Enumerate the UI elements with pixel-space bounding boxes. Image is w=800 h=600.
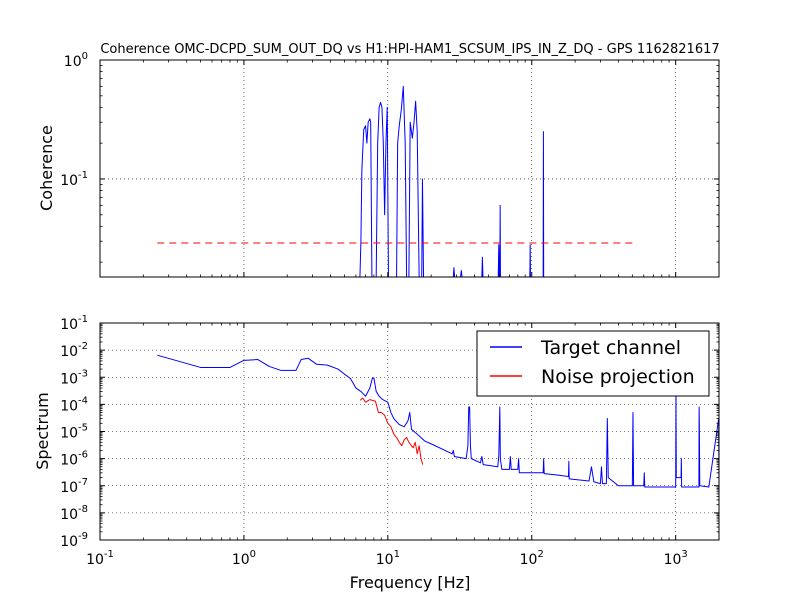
spectrum-y-tick-label: 10-9: [60, 531, 88, 550]
x-tick-label: 101: [376, 549, 400, 568]
spectrum-y-tick-label: 10-4: [60, 395, 88, 414]
spectrum-y-tick-label: 10-8: [60, 504, 88, 523]
spectrum-ticks: 10-1 100 101 102 103 10-1 10-2 10-3 10-4 10-5 10-6…: [60, 314, 719, 568]
coherence-series-group: [157, 85, 634, 277]
legend-label-noise-projection: Noise projection: [541, 366, 695, 388]
legend-label-target-channel: Target channel: [540, 337, 681, 359]
spectrum-y-tick-label: 10-6: [60, 450, 88, 469]
spectrum-series-group: [157, 354, 719, 488]
top-chart-title: Coherence OMC-DCPD_SUM_OUT_DQ vs H1:HPI-…: [100, 42, 719, 57]
spectrum-series-noise-projection-line: [359, 397, 424, 465]
x-axis-label: Frequency [Hz]: [350, 573, 471, 592]
coherence-plot-frame: [99, 59, 720, 278]
coherence-ticks: 100 10-1: [60, 51, 719, 277]
spectrum-y-tick-label: 10-2: [60, 341, 88, 360]
coherence-plot: 100 10-1 Coherence: [37, 51, 720, 278]
coherence-y-axis-label: Coherence: [37, 125, 56, 211]
coherence-y-tick-label: 100: [64, 51, 88, 70]
x-tick-label: 103: [664, 549, 688, 568]
spectrum-plot: 10-1 100 101 102 103 10-1 10-2 10-3 10-4 10-5 10-6…: [33, 314, 720, 592]
x-tick-label: 10-1: [86, 549, 114, 568]
spectrum-y-axis-label: Spectrum: [33, 392, 52, 470]
coherence-series-0-line: [359, 85, 545, 277]
legend-box: [476, 330, 710, 397]
spectrum-y-tick-label: 10-3: [60, 368, 88, 387]
x-tick-label: 100: [232, 549, 256, 568]
spectrum-y-tick-label: 10-7: [60, 477, 88, 496]
spectrum-series-target-channel-line: [157, 354, 719, 488]
coherence-y-tick-label: 10-1: [60, 170, 88, 189]
spectrum-y-tick-label: 10-1: [60, 314, 88, 333]
spectrum-y-tick-label: 10-5: [60, 423, 88, 442]
x-tick-label: 102: [520, 549, 544, 568]
legend: Target channel Noise projection: [476, 330, 710, 397]
